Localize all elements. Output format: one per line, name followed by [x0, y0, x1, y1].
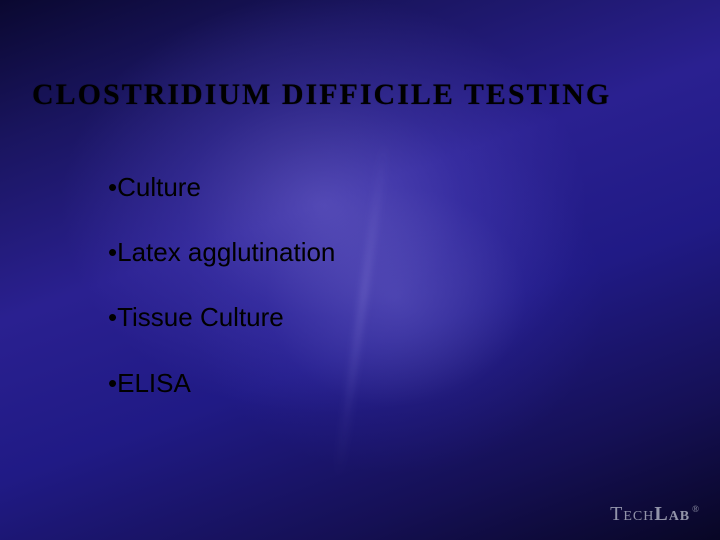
- logo-part-2: Lab: [654, 503, 690, 525]
- list-item: •ELISA: [108, 368, 335, 399]
- bullet-text: Latex agglutination: [117, 237, 335, 267]
- list-item: •Tissue Culture: [108, 302, 335, 333]
- bullet-marker: •: [108, 172, 117, 202]
- bullet-list: •Culture •Latex agglutination •Tissue Cu…: [108, 172, 335, 433]
- bullet-marker: •: [108, 302, 117, 332]
- slide-title: CLOSTRIDIUM DIFFICILE TESTING: [32, 78, 611, 112]
- bullet-marker: •: [108, 237, 117, 267]
- decorative-glow: [336, 141, 386, 478]
- list-item: •Culture: [108, 172, 335, 203]
- bullet-marker: •: [108, 368, 117, 398]
- list-item: •Latex agglutination: [108, 237, 335, 268]
- bullet-text: ELISA: [117, 368, 191, 398]
- registered-icon: ®: [692, 504, 700, 514]
- bullet-text: Culture: [117, 172, 201, 202]
- brand-logo: TechLab®: [610, 503, 700, 526]
- bullet-text: Tissue Culture: [117, 302, 284, 332]
- slide-container: CLOSTRIDIUM DIFFICILE TESTING •Culture •…: [0, 0, 720, 540]
- logo-part-1: Tech: [610, 503, 654, 525]
